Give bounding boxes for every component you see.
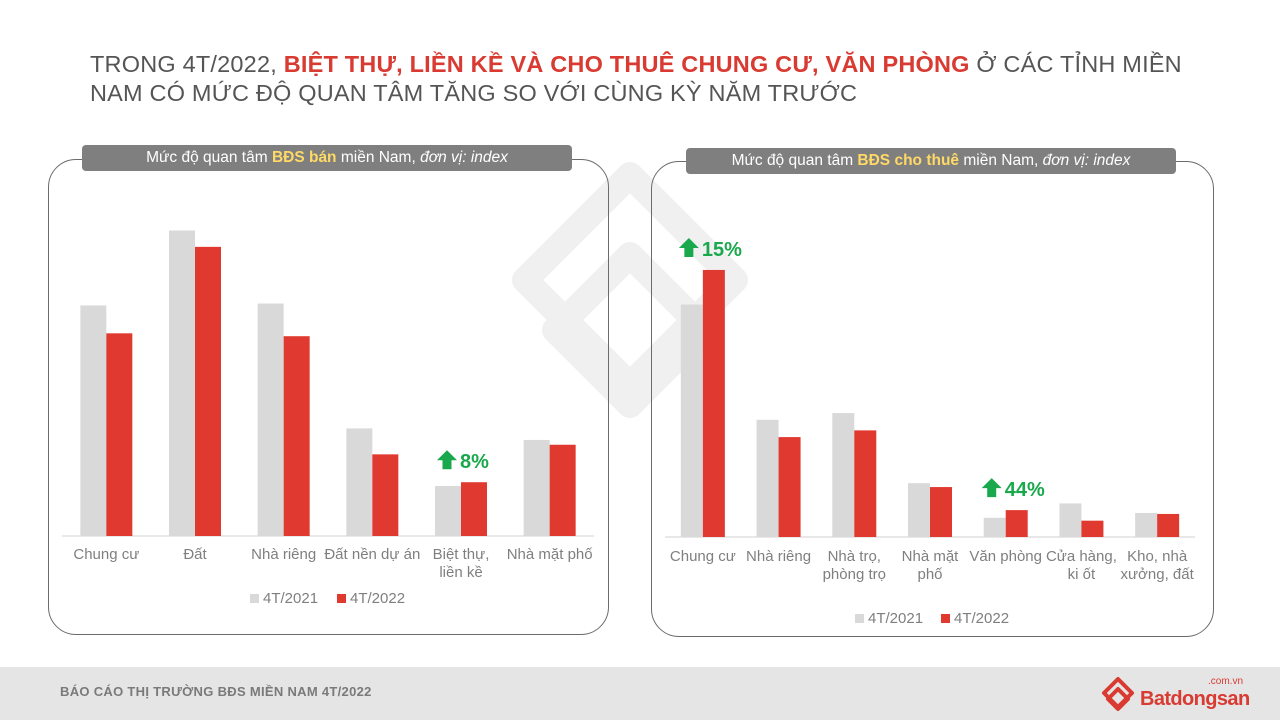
rent-bar-2022: [854, 430, 877, 537]
rent-bar-2021: [1135, 512, 1158, 537]
footer: BÁO CÁO THỊ TRƯỜNG BĐS MIỀN NAM 4T/2022 …: [0, 667, 1280, 720]
rent-category-label: Nhà trọ, phòng trọ: [823, 548, 886, 583]
rent-bar-2021: [983, 517, 1006, 537]
rent-legend-label: 4T/2022: [954, 610, 1009, 627]
rent-bar-2022: [1081, 520, 1104, 537]
sale-header-mid: miền Nam,: [336, 149, 421, 166]
rent-category-label: Văn phòng: [969, 548, 1042, 565]
sale-bar-2022: [461, 482, 487, 536]
logo-mark-icon: [1102, 677, 1134, 711]
rent-growth-value: 15%: [702, 239, 742, 261]
footer-text: BÁO CÁO THỊ TRƯỜNG BĐS MIỀN NAM 4T/2022: [60, 684, 372, 699]
logo-domain: .com.vn: [1208, 676, 1244, 687]
rent-category-label: Nhà mặt phố: [902, 548, 960, 583]
sale-bar-2021: [435, 486, 461, 536]
sale-chart-header: Mức độ quan tâm BĐS bán miền Nam, đơn vị…: [82, 145, 572, 171]
rent-bar-2022: [1157, 513, 1180, 537]
rent-bar-2022: [778, 437, 801, 537]
sale-bar-2021: [169, 230, 195, 536]
rent-legend-swatch: [855, 614, 864, 623]
sale-bar-2021: [257, 303, 284, 536]
rent-bar-2021: [680, 304, 703, 537]
sale-bar-2022: [106, 333, 133, 536]
rent-bar-2021: [908, 483, 930, 537]
rent-bar-2021: [756, 419, 779, 537]
sale-category-label: Đất: [183, 546, 207, 563]
rent-header-unit: đơn vị: index: [1042, 152, 1131, 169]
sale-growth-annotation: 8%: [437, 450, 489, 473]
sale-header-pre: Mức độ quan tâm: [146, 149, 272, 166]
rent-growth-annotation: 44%: [981, 478, 1045, 501]
up-arrow-icon: [981, 478, 1002, 498]
watermark-logo: [512, 162, 748, 418]
rent-bar-2022: [930, 487, 952, 537]
up-arrow-icon: [678, 237, 699, 257]
sale-category-label: Đất nền dự án: [324, 546, 420, 563]
rent-bar-2022: [702, 269, 725, 537]
rent-category-label: Chung cư: [670, 548, 736, 565]
rent-chart-header: Mức độ quan tâm BĐS cho thuê miền Nam, đ…: [686, 148, 1176, 174]
title-part1: TRONG 4T/2022,: [90, 51, 284, 77]
sale-header-unit: đơn vị: index: [420, 149, 508, 166]
sale-bar-2022: [195, 246, 221, 536]
rent-growth-value: 44%: [1005, 479, 1045, 501]
title-part2: Ở CÁC TỈNH MIỀN NAM CÓ MỨC ĐỘ QUAN TÂM T…: [90, 51, 1182, 106]
sale-bar-2021: [80, 305, 107, 536]
rent-header-bold: BĐS cho thuê: [857, 152, 960, 169]
rent-bar-2021: [1059, 503, 1082, 537]
rent-header-pre: Mức độ quan tâm: [731, 152, 858, 169]
sale-legend-swatch: [337, 594, 346, 603]
sale-category-label: Biệt thự, liền kề: [433, 546, 490, 581]
rent-category-label: Cửa hàng, ki ốt: [1046, 548, 1117, 583]
rent-legend-swatch: [941, 614, 950, 623]
rent-category-label: Nhà riêng: [746, 548, 811, 565]
page-title: TRONG 4T/2022, BIỆT THỰ, LIỀN KỀ VÀ CHO …: [90, 50, 1210, 108]
sale-legend-label: 4T/2022: [350, 590, 405, 607]
sale-category-label: Nhà riêng: [251, 546, 316, 563]
rent-bar-2021: [832, 413, 855, 537]
sale-legend-label: 4T/2021: [263, 590, 318, 607]
logo-wordmark: Batdongsan: [1140, 688, 1250, 710]
rent-header-mid: miền Nam,: [959, 152, 1043, 169]
rent-category-label: Kho, nhà xưởng, đất: [1121, 548, 1195, 583]
sale-growth-value: 8%: [460, 451, 489, 473]
rent-legend-label: 4T/2021: [868, 610, 923, 627]
sale-legend-swatch: [250, 594, 259, 603]
rent-bar-2022: [1005, 510, 1028, 537]
sale-category-label: Chung cư: [73, 546, 139, 563]
batdongsan-logo: .com.vn Batdongsan: [1098, 673, 1258, 715]
sale-header-bold: BĐS bán: [271, 149, 337, 166]
sale-category-label: Nhà mặt phố: [507, 546, 594, 563]
sale-bar-2021: [346, 428, 373, 536]
up-arrow-icon: [437, 450, 457, 470]
sale-bar-2022: [372, 454, 399, 536]
sale-bar-2022: [549, 444, 576, 536]
sale-bar-2022: [283, 336, 310, 536]
rent-growth-annotation: 15%: [678, 237, 742, 261]
sale-bar-2021: [523, 439, 550, 536]
title-highlight: BIỆT THỰ, LIỀN KỀ VÀ CHO THUÊ CHUNG CƯ, …: [283, 51, 970, 77]
